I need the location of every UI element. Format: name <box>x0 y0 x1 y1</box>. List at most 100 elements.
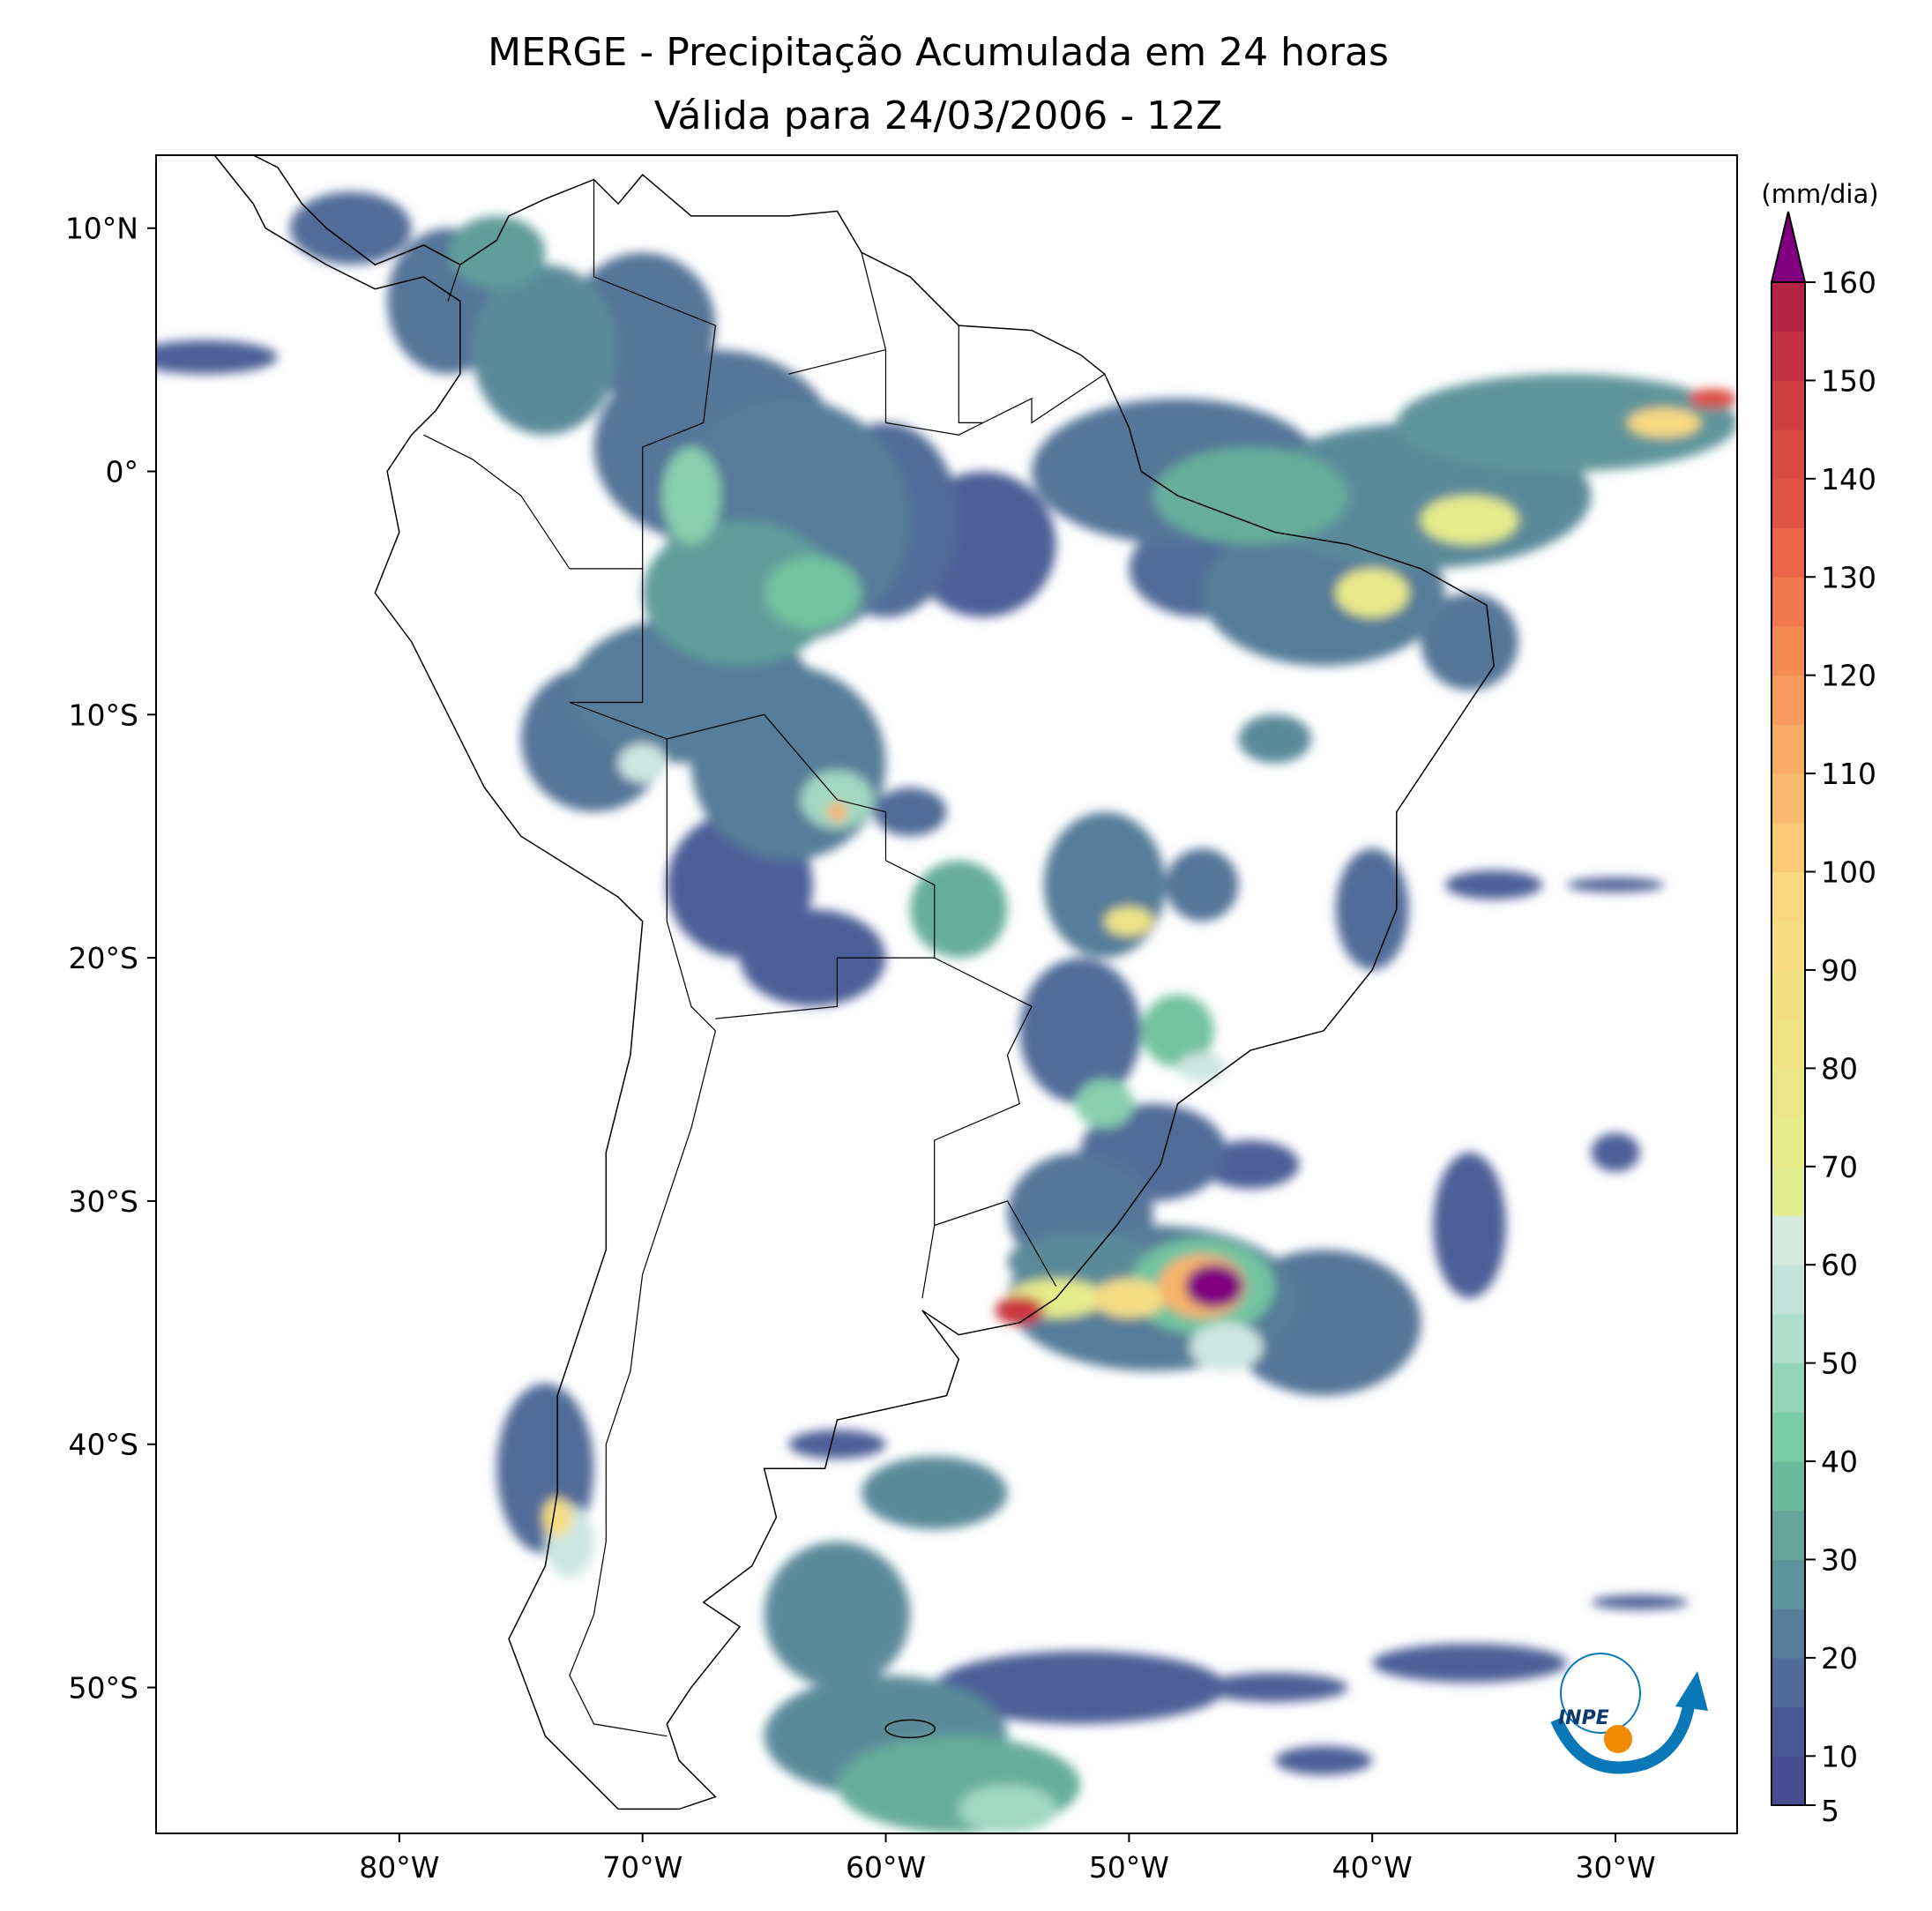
precipitation-cell <box>1566 877 1665 892</box>
colorbar-tick-label: 130 <box>1821 560 1876 594</box>
precipitation-cell <box>764 556 862 630</box>
lat-tick-label: 10°N <box>65 212 138 246</box>
logo-ring <box>1560 1653 1641 1734</box>
precipitation-cell <box>1202 1139 1300 1190</box>
colorbar-segment <box>1772 1412 1805 1462</box>
colorbar-segment <box>1772 1166 1805 1216</box>
map-area <box>156 155 1737 1833</box>
colorbar: (mm/dia) 5 10 20 30 40 50 60 70 80 90 100 110 120 130… <box>1761 179 1878 1828</box>
precipitation-cell <box>1184 1264 1244 1309</box>
precipitation-cell <box>1444 870 1543 900</box>
colorbar-segment <box>1772 380 1805 430</box>
colorbar-unit-label: (mm/dia) <box>1761 179 1878 209</box>
colorbar-tick-label: 30 <box>1821 1542 1858 1577</box>
precipitation-cell <box>1043 811 1166 959</box>
precipitation-cell <box>740 908 886 1007</box>
colorbar-segment <box>1772 871 1805 922</box>
precipitation-cell <box>1104 907 1153 937</box>
lat-tick-label: 10°S <box>69 698 138 732</box>
country-border <box>921 1225 936 1299</box>
map-frame <box>155 154 1738 1834</box>
title-line-1: MERGE - Precipitação Acumulada em 24 hor… <box>488 30 1389 75</box>
logo-arrow <box>1675 1671 1708 1711</box>
precipitation-cell <box>959 1784 1056 1833</box>
country-border <box>423 434 571 570</box>
precipitation-cell <box>1152 446 1348 545</box>
colorbar-segment <box>1772 921 1805 971</box>
colorbar-tick-label: 150 <box>1821 363 1876 398</box>
title-line-2: Válida para 24/03/2006 - 12Z <box>654 93 1223 138</box>
precipitation-cell <box>1372 1643 1567 1683</box>
colorbar-segment <box>1772 1559 1805 1609</box>
precipitation-cell <box>289 191 412 265</box>
logo-sun <box>1604 1725 1632 1753</box>
colorbar-tick-label: 60 <box>1821 1248 1858 1282</box>
colorbar-segment <box>1772 282 1805 332</box>
colorbar-tick-label: 120 <box>1821 659 1876 693</box>
precipitation-cell <box>1335 848 1409 970</box>
colorbar-segment <box>1772 1362 1805 1413</box>
lat-tick-label: 30°S <box>69 1184 138 1219</box>
colorbar-outline <box>1771 281 1806 1806</box>
inpe-logo: INPE <box>1550 1653 1708 1774</box>
precipitation-cell <box>1202 1672 1348 1703</box>
lon-tick-label: 50°W <box>1089 1850 1169 1885</box>
precipitation-cell <box>1688 388 1737 408</box>
colorbar-segment <box>1772 1657 1805 1708</box>
precipitation-cell <box>1075 1079 1134 1129</box>
colorbar-tick-label: 100 <box>1821 855 1876 890</box>
colorbar-tick-label: 160 <box>1821 265 1876 300</box>
precipitation-cell <box>448 215 546 289</box>
colorbar-tick-label: 80 <box>1821 1051 1858 1086</box>
lat-tick-label: 40°S <box>69 1428 138 1462</box>
colorbar-segment <box>1772 969 1805 1020</box>
lon-tick-label: 70°W <box>602 1850 683 1885</box>
lat-tick-label: 50°S <box>69 1671 138 1706</box>
colorbar-extend-arrow <box>1770 211 1807 283</box>
precipitation-cell <box>788 1430 886 1459</box>
precipitation-cell <box>910 860 1008 959</box>
precipitation-cell <box>1274 1745 1373 1775</box>
coastline-and-borders <box>213 155 1495 1810</box>
precipitation-cell <box>1591 1594 1689 1610</box>
precipitation-cell <box>995 1295 1044 1325</box>
precipitation-cell <box>873 788 947 837</box>
south-america-coastline <box>213 155 1495 1810</box>
logo-swoosh <box>1550 1705 1695 1774</box>
precipitation-cell <box>861 1456 1008 1530</box>
colorbar-segment <box>1772 773 1805 824</box>
country-border <box>447 264 461 302</box>
precipitation-cell <box>1019 958 1142 1104</box>
precipitation-cell <box>1433 1152 1506 1299</box>
colorbar-segment <box>1772 1461 1805 1512</box>
country-border <box>788 349 886 375</box>
colorbar-segment <box>1772 1019 1805 1069</box>
colorbar-tick-label: 20 <box>1821 1641 1858 1676</box>
colorbar-tick-label: 5 <box>1821 1794 1839 1828</box>
colorbar-segment <box>1772 1313 1805 1364</box>
precipitation-cell <box>1335 568 1409 618</box>
precipitation-cell <box>1190 1322 1264 1371</box>
country-border <box>958 325 983 423</box>
colorbar-segment <box>1772 429 1805 480</box>
precipitation-cell <box>1396 374 1737 472</box>
precipitation-cell <box>642 519 838 667</box>
colorbar-segment <box>1772 478 1805 529</box>
colorbar-segment <box>1772 1756 1805 1806</box>
country-border <box>667 713 936 1019</box>
precipitation-cell <box>542 1497 572 1537</box>
colorbar-segment <box>1772 1068 1805 1118</box>
colorbar-segment <box>1772 577 1805 627</box>
precipitation-cell <box>1177 1052 1227 1082</box>
lon-tick-label: 60°W <box>846 1850 926 1885</box>
precipitation-cell <box>661 446 720 545</box>
precipitation-cell <box>1238 714 1312 764</box>
longitude-axis: 80°W 70°W 60°W 50°W 40°W 30°W <box>359 1833 1656 1885</box>
precipitation-cell <box>764 1541 911 1688</box>
country-border <box>934 957 1057 1287</box>
colorbar-segment <box>1772 1609 1805 1659</box>
colorbar-tick-label: 70 <box>1821 1150 1858 1184</box>
precipitation-cell <box>827 802 847 822</box>
latitude-axis: 10°N 0° 10°S 20°S 30°S 40°S 50°S <box>65 212 156 1706</box>
